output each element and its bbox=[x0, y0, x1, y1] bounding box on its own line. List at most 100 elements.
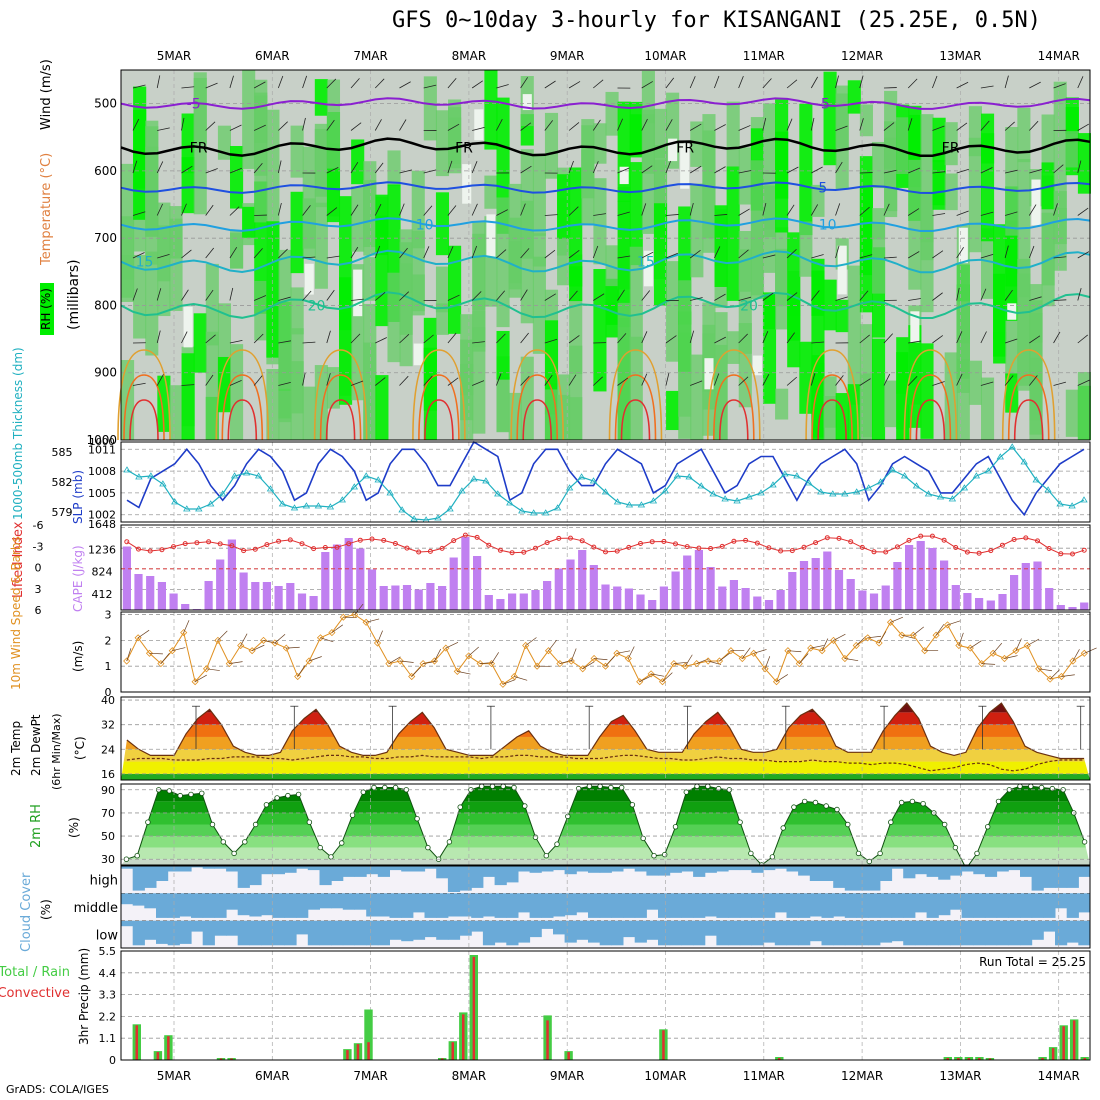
wind-barb-262 bbox=[908, 298, 921, 301]
cloud-cell-low-29 bbox=[447, 920, 461, 940]
wind-barb-10m-12 bbox=[251, 644, 265, 652]
wind-barb-5 bbox=[132, 252, 145, 259]
cloud-cell-high-58 bbox=[786, 866, 799, 872]
cloud-cell-low-36 bbox=[529, 920, 542, 938]
wind-point-72 bbox=[932, 631, 940, 639]
rh-point-53 bbox=[683, 789, 689, 795]
rh-point-68 bbox=[845, 821, 851, 828]
wind-barb-276 bbox=[956, 210, 969, 216]
rh-point-19 bbox=[317, 844, 323, 851]
wind-barb-41 bbox=[253, 81, 266, 89]
rh-dry-cell-15 bbox=[837, 245, 847, 295]
wind-barb-10m-3 bbox=[149, 652, 163, 655]
wind-barb-84 bbox=[374, 203, 382, 216]
cloud-cell-high-7 bbox=[191, 866, 204, 868]
cloud-cell-middle-64 bbox=[856, 893, 869, 918]
wind-barb-156 bbox=[593, 213, 607, 216]
wind-barb-293 bbox=[1004, 245, 1009, 259]
lifted-point-11 bbox=[241, 548, 247, 554]
precip-convective-bar-5 bbox=[230, 1058, 233, 1060]
rh-cell-12 bbox=[145, 120, 159, 236]
lifted-point-59 bbox=[801, 544, 807, 550]
wind-barb-10m-23 bbox=[377, 630, 383, 644]
rh-cell-92 bbox=[411, 274, 425, 316]
thickness-point-47 bbox=[673, 472, 682, 479]
temp-tick-3: 24 bbox=[101, 743, 115, 756]
cloud-cell-low-47 bbox=[658, 920, 671, 946]
rh-swatch bbox=[40, 283, 54, 335]
wind-barb-234 bbox=[835, 125, 848, 131]
lifted-point-47 bbox=[661, 539, 667, 544]
wind-point-13 bbox=[259, 636, 268, 644]
lifted-point-35 bbox=[521, 549, 527, 555]
warm-contour-10 bbox=[412, 349, 466, 441]
isotherm-label-2: -5 bbox=[816, 97, 830, 113]
wind-barb-10m-7 bbox=[194, 674, 207, 683]
wind-barb-10m-29 bbox=[445, 641, 459, 649]
thickness-point-70 bbox=[948, 495, 957, 502]
wind-barb-10m-68 bbox=[890, 616, 904, 623]
rh-point-26 bbox=[392, 784, 399, 791]
cloud-cell-low-2 bbox=[132, 920, 145, 946]
wind-barb-163 bbox=[617, 167, 630, 174]
precip-tick-5: 1.1 bbox=[99, 1032, 117, 1045]
wind-barb-55 bbox=[278, 340, 292, 344]
wind-point-30 bbox=[453, 667, 461, 675]
lifted-point-45 bbox=[638, 541, 643, 546]
wind-point-39 bbox=[556, 660, 564, 668]
slp-tick-3: 1005 bbox=[88, 487, 116, 500]
cloud-cell-high-39 bbox=[564, 866, 577, 875]
wind-barb-165 bbox=[617, 255, 631, 259]
cloud-cell-high-41 bbox=[588, 866, 601, 873]
wind-barb-117 bbox=[471, 245, 478, 259]
lifted-point-7 bbox=[194, 540, 200, 546]
rh-cell-258 bbox=[896, 117, 910, 175]
cloud-cell-middle-48 bbox=[669, 893, 682, 918]
wind-point-71 bbox=[921, 647, 929, 655]
rh-cell-182 bbox=[678, 280, 692, 417]
cape-bar-34 bbox=[508, 593, 517, 610]
cloud-cell-high-1 bbox=[121, 866, 134, 869]
wind-barb-10m-45 bbox=[627, 646, 635, 659]
thickness-point-61 bbox=[841, 490, 849, 497]
thickness-point-33 bbox=[506, 499, 514, 506]
wind-barb-10m-17 bbox=[308, 656, 322, 662]
cloud-cell-middle-69 bbox=[914, 893, 928, 913]
wind-barb-314 bbox=[1077, 123, 1090, 131]
cloud-cell-high-26 bbox=[412, 866, 426, 872]
precip-convective-bar-3 bbox=[167, 1036, 170, 1060]
thickness-point-4 bbox=[159, 480, 167, 487]
rh-point-56 bbox=[715, 785, 722, 792]
wind-barb-157 bbox=[592, 245, 599, 259]
cloud-cell-low-64 bbox=[856, 920, 869, 946]
cloud-cell-high-27 bbox=[424, 866, 437, 869]
wind-barb-154 bbox=[592, 119, 601, 131]
wind-barb-69 bbox=[326, 255, 340, 259]
thickness-point-45 bbox=[649, 497, 658, 504]
thickness-point-54 bbox=[757, 489, 765, 496]
rh-cell-153 bbox=[593, 268, 607, 392]
rh-point-59 bbox=[748, 850, 754, 857]
wind-barb-134 bbox=[520, 289, 528, 301]
wind-barb-213 bbox=[762, 254, 776, 259]
wind-barb-112 bbox=[447, 377, 459, 386]
wind-barb-10m-39 bbox=[559, 659, 573, 664]
wind-barb-188 bbox=[689, 202, 694, 216]
precip-convective-bar-13 bbox=[546, 1020, 549, 1060]
rh-cell-130 bbox=[532, 153, 546, 236]
temp-band-2 bbox=[121, 761, 1090, 774]
wind-barb-280 bbox=[956, 373, 963, 386]
rh-cell-231 bbox=[823, 279, 837, 331]
cloud-cell-high-8 bbox=[202, 866, 215, 869]
rh-band-5 bbox=[121, 812, 1090, 825]
rh-band-1 bbox=[121, 859, 1090, 865]
cape-bar-54 bbox=[741, 588, 750, 610]
cape-bar-4 bbox=[157, 582, 166, 610]
wind-barb-189 bbox=[689, 250, 701, 259]
wind-barb-283 bbox=[980, 167, 993, 174]
wind-point-48 bbox=[658, 678, 667, 686]
wind-barb-99 bbox=[423, 169, 437, 174]
cloud-frame bbox=[120, 865, 1091, 949]
cloud-cell-low-7 bbox=[191, 920, 204, 932]
